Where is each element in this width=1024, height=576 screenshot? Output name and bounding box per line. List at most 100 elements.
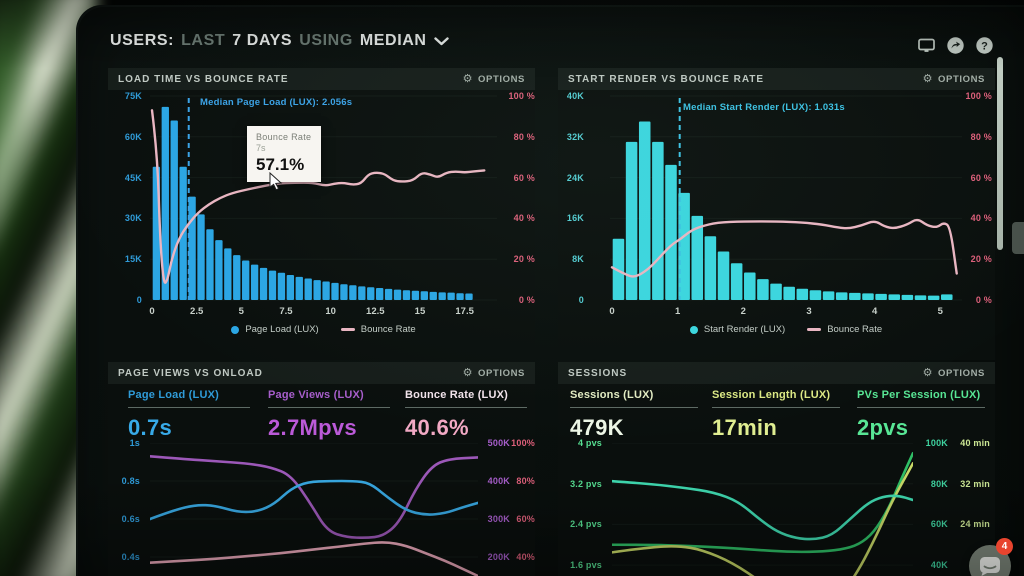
- metric-value: 479K: [570, 415, 624, 440]
- y-axis-tick-right: 80 %: [513, 131, 535, 142]
- y-axis-tick-right: 60 %: [970, 172, 992, 183]
- edge-button-cutoff[interactable]: [1012, 222, 1024, 254]
- histogram-bar: [384, 288, 393, 300]
- metric-value: 17min: [712, 415, 778, 440]
- metric-underline: [268, 407, 390, 408]
- metric-bounce-rate-lux-: Bounce Rate (LUX) 40.6%: [405, 389, 527, 441]
- histogram-bar: [313, 280, 321, 300]
- timeframe-dropdown[interactable]: USERS: LAST 7 DAYS USING MEDIAN: [110, 32, 449, 50]
- histogram-bar: [665, 164, 677, 300]
- y-axis-tick-left: 45K: [124, 172, 142, 183]
- histogram-bar: [770, 283, 782, 300]
- y-axis-tick-right-1: 40K: [930, 560, 948, 571]
- chart-legend: Start Render (LUX) Bounce Rate: [610, 324, 962, 335]
- histogram-bar: [295, 276, 303, 300]
- histogram-bar: [393, 289, 402, 300]
- gear-icon: ⚙: [922, 366, 934, 379]
- options-label: OPTIONS: [478, 73, 525, 85]
- y-axis-tick-left: 75K: [124, 91, 142, 101]
- histogram-bar: [941, 294, 953, 300]
- median-annotation: Median Start Render (LUX): 1.031s: [683, 102, 845, 113]
- panel-sessions: SESSIONS ⚙ OPTIONS Sessions (LUX) 479K Ses…: [558, 362, 995, 576]
- scrollbar-thumb[interactable]: [997, 57, 1003, 250]
- histogram-bar: [224, 248, 232, 300]
- histogram-bar: [465, 293, 473, 300]
- series-line-pvs-per-session-lux-: [612, 479, 913, 541]
- histogram-bar: [268, 270, 277, 300]
- options-button[interactable]: ⚙ OPTIONS: [922, 366, 985, 379]
- chevron-down-icon: [433, 36, 449, 45]
- histogram-bar: [367, 287, 375, 300]
- histogram-bar: [242, 260, 250, 300]
- x-axis-tick: 15: [414, 306, 426, 317]
- histogram-bar: [376, 288, 384, 300]
- panel-header: START RENDER VS BOUNCE RATE ⚙ OPTIONS: [558, 68, 995, 90]
- y-axis-tick-left: 32K: [566, 131, 584, 142]
- y-axis-tick-right-2: 60%: [516, 514, 535, 524]
- page-views-vs-onload-plot[interactable]: [150, 443, 478, 576]
- display-icon[interactable]: [917, 36, 936, 55]
- metric-session-length-lux-: Session Length (LUX) 17min: [712, 389, 840, 441]
- histogram-bar: [862, 293, 874, 300]
- options-label: OPTIONS: [938, 367, 985, 379]
- start-render-histogram-plot[interactable]: [610, 95, 962, 301]
- x-axis-tick: 7.5: [279, 306, 293, 317]
- histogram-bar: [250, 264, 259, 300]
- y-axis-tick-left: 0.4s: [121, 552, 140, 562]
- panel-title: PAGE VIEWS VS ONLOAD: [118, 367, 263, 379]
- tooltip-x-value: 7s: [256, 143, 266, 153]
- y-axis-tick-left: 60K: [124, 131, 142, 142]
- y-axis-tick-right-2: 24 min: [960, 519, 990, 530]
- y-axis-tick-left: 2.4 pvs: [570, 519, 602, 530]
- histogram-bar: [233, 255, 241, 300]
- histogram-bar: [349, 285, 357, 300]
- chat-launcher-button[interactable]: [969, 545, 1011, 576]
- options-label: OPTIONS: [478, 367, 525, 379]
- x-axis-tick: 17.5: [455, 306, 474, 317]
- legend-label: Bounce Rate: [827, 324, 883, 335]
- options-button[interactable]: ⚙ OPTIONS: [463, 367, 525, 379]
- metric-underline: [128, 407, 250, 408]
- options-button[interactable]: ⚙ OPTIONS: [463, 73, 525, 85]
- y-axis-tick-left: 30K: [124, 213, 142, 224]
- histogram-bar: [691, 215, 704, 300]
- histogram-bar: [402, 290, 411, 300]
- y-axis-tick-right-1: 80K: [930, 478, 948, 489]
- y-axis-tick-right: 60 %: [513, 172, 535, 183]
- y-axis-tick-right-1: 200K: [487, 552, 510, 562]
- histogram-bar: [875, 293, 887, 300]
- legend-item: Bounce Rate: [807, 324, 882, 335]
- panel-title: START RENDER VS BOUNCE RATE: [568, 73, 765, 85]
- histogram-bar: [809, 290, 822, 300]
- help-icon[interactable]: ?: [975, 36, 994, 55]
- legend-item: Start Render (LUX): [689, 324, 785, 335]
- histogram-bar: [612, 238, 625, 300]
- panel-title: SESSIONS: [568, 367, 628, 379]
- histogram-bar: [796, 288, 809, 300]
- header-metric-label: MEDIAN: [359, 32, 427, 49]
- panel-header: PAGE VIEWS VS ONLOAD ⚙ OPTIONS: [108, 362, 535, 384]
- series-line-session-length-lux-: [612, 462, 913, 576]
- options-label: OPTIONS: [938, 73, 985, 85]
- y-axis-tick-left: 1s: [129, 438, 140, 448]
- y-axis-tick-left: 15K: [124, 254, 142, 265]
- y-axis-tick-right-2: 100%: [511, 438, 535, 448]
- y-axis-tick-left: 8K: [572, 254, 584, 265]
- histogram-bar: [197, 214, 205, 300]
- metric-label: Page Views (LUX): [268, 389, 364, 401]
- options-button[interactable]: ⚙ OPTIONS: [923, 73, 985, 85]
- y-axis-tick-right-2: 32 min: [960, 478, 990, 489]
- x-axis-tick: 0: [609, 306, 615, 317]
- histogram-bar: [170, 120, 178, 300]
- histogram-bar: [206, 229, 214, 300]
- y-axis-tick-right-1: 300K: [487, 514, 510, 524]
- histogram-bar: [730, 263, 743, 300]
- load-time-histogram-plot[interactable]: [150, 95, 497, 301]
- histogram-bar: [438, 292, 446, 300]
- y-axis-tick-left: 0.6s: [121, 514, 140, 524]
- x-axis-tick: 3: [806, 306, 812, 317]
- histogram-bar: [849, 292, 861, 300]
- sessions-plot[interactable]: [612, 443, 913, 576]
- share-icon[interactable]: [946, 36, 965, 55]
